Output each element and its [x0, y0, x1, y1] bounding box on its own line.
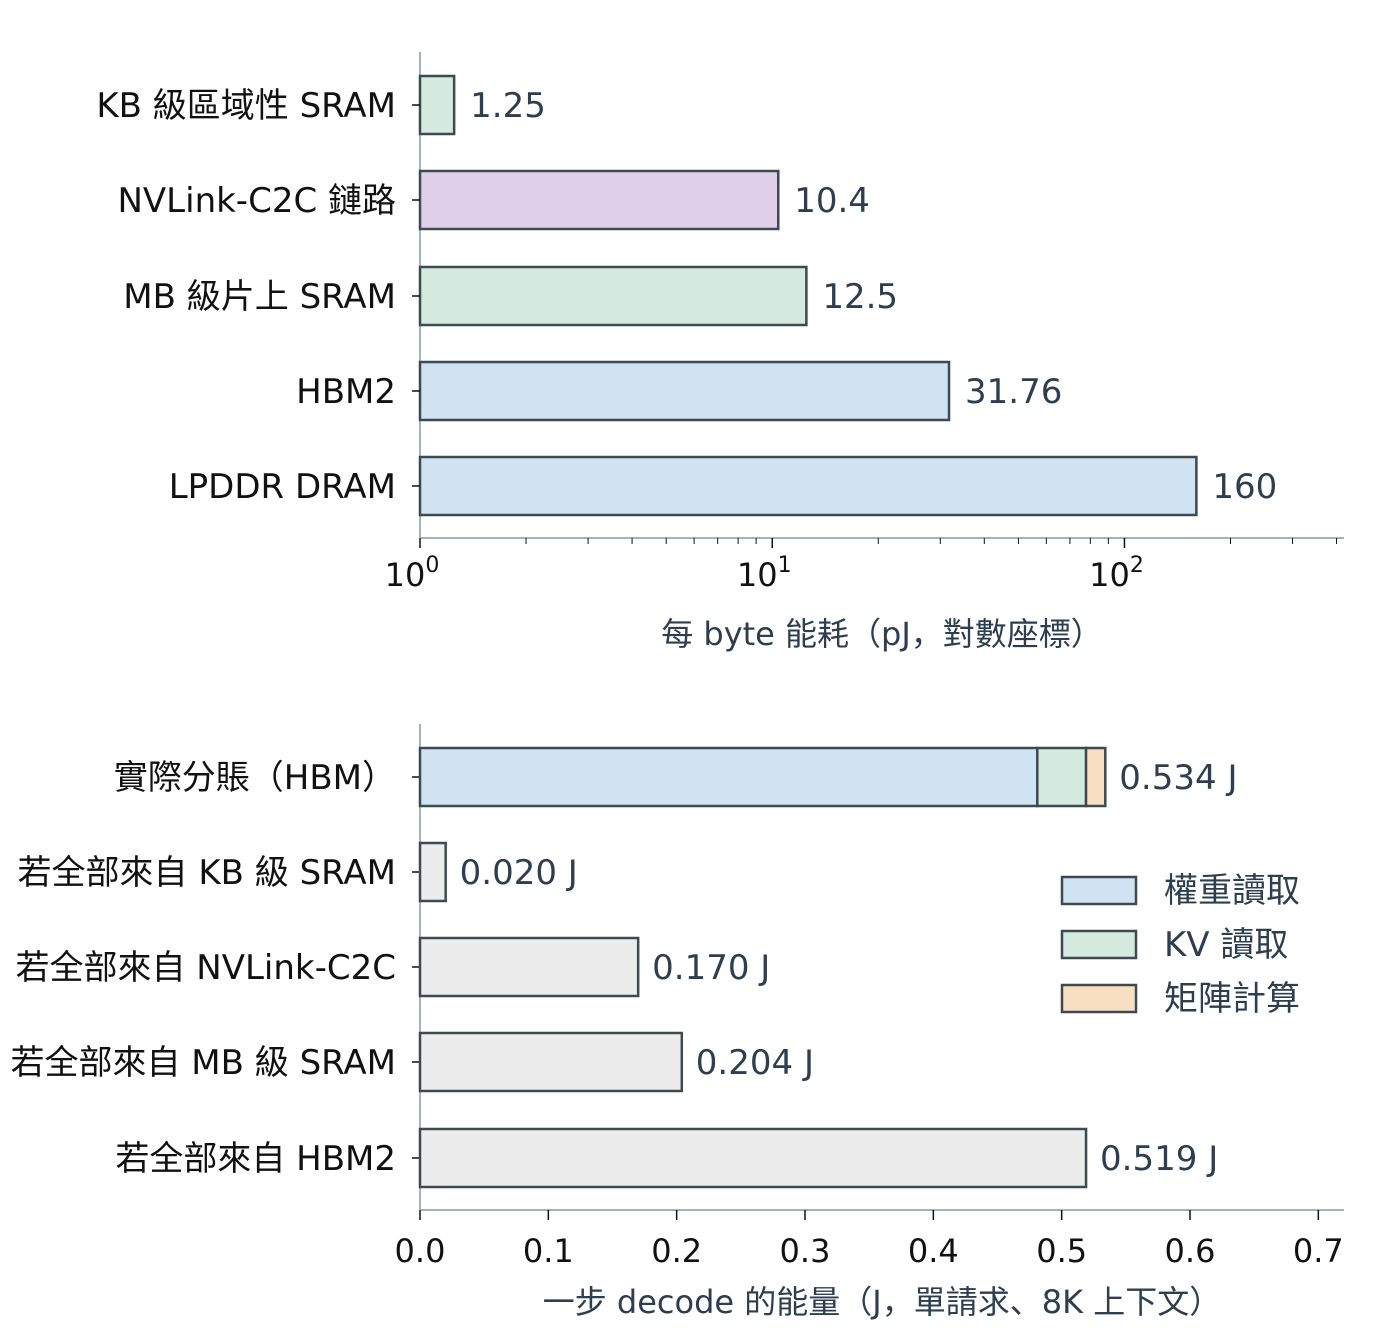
tick-label: 0.3 [780, 1232, 831, 1270]
data-label: 160 [1212, 467, 1277, 507]
category-label: NVLink-C2C 鏈路 [117, 181, 396, 221]
bar [418, 1031, 684, 1093]
legend-label: 權重讀取 [1164, 871, 1300, 911]
data-label: 31.76 [965, 372, 1062, 412]
legend-swatch [1060, 983, 1138, 1014]
bar [418, 74, 456, 136]
data-label: 0.204 J [696, 1043, 814, 1083]
bar [418, 360, 951, 422]
stacked-bar-segment [1084, 746, 1107, 808]
tick-label: 0.4 [908, 1232, 959, 1270]
legend-label: 矩陣計算 [1164, 979, 1300, 1019]
category-label: KB 級區域性 SRAM [96, 86, 396, 126]
data-label: 1.25 [470, 86, 546, 126]
tick-label: 0.1 [523, 1232, 574, 1270]
data-label: 12.5 [822, 277, 898, 317]
x-axis-label: 一步 decode 的能量（J，單請求、8K 上下文） [543, 1283, 1221, 1321]
tick-label: 0.7 [1293, 1232, 1344, 1270]
tick-label: 102 [1089, 553, 1144, 594]
data-label: 10.4 [794, 181, 870, 221]
legend-swatch [1060, 929, 1138, 960]
bar [418, 841, 447, 903]
x-axis-label: 每 byte 能耗（pJ，對數座標） [661, 615, 1103, 653]
bar [418, 169, 780, 231]
data-label: 0.534 J [1119, 758, 1237, 798]
legend-label: KV 讀取 [1164, 925, 1288, 965]
category-label: 若全部來自 NVLink-C2C [15, 948, 396, 988]
bar [418, 265, 808, 327]
category-label: 若全部來自 KB 級 SRAM [18, 853, 396, 893]
tick-label: 0.2 [651, 1232, 702, 1270]
stacked-bar-segment [1036, 746, 1088, 808]
tick-label: 101 [737, 553, 792, 594]
category-label: LPDDR DRAM [169, 467, 396, 507]
data-label: 0.020 J [460, 853, 578, 893]
legend-swatch [1060, 875, 1138, 906]
tick-label: 100 [385, 553, 440, 594]
category-label: 若全部來自 HBM2 [115, 1139, 396, 1179]
category-label: HBM2 [296, 372, 396, 412]
bar [418, 1127, 1088, 1189]
category-label: 實際分賬（HBM） [114, 758, 396, 798]
bar [418, 936, 640, 998]
tick-label: 0.5 [1036, 1232, 1087, 1270]
category-label: 若全部來自 MB 級 SRAM [10, 1043, 396, 1083]
data-label: 0.170 J [652, 948, 770, 988]
tick-label: 0.6 [1165, 1232, 1216, 1270]
data-label: 0.519 J [1100, 1139, 1218, 1179]
stacked-bar-segment [418, 746, 1039, 808]
bar [418, 455, 1198, 517]
tick-label: 0.0 [395, 1232, 446, 1270]
category-label: MB 級片上 SRAM [123, 277, 396, 317]
